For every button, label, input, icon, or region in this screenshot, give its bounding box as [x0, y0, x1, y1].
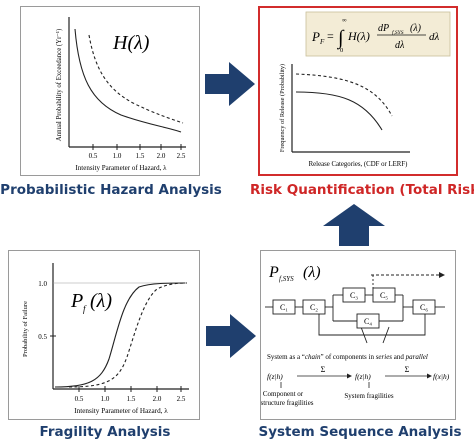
system-label-system: System fragilities [344, 392, 393, 400]
hazard-formula: H(λ) [112, 32, 150, 54]
risk-formula-upper: ∞ [342, 17, 347, 24]
arrow-right-icon [206, 314, 256, 358]
fragility-panel: 1.0 0.5 0.5 1.0 1.5 2.0 2.5 Intensity Pa… [8, 250, 200, 420]
fragility-curve-solid [54, 282, 186, 388]
risk-formula-lhs: P [311, 29, 320, 44]
system-formula-arg: (λ) [303, 264, 321, 281]
risk-formula-den: dλ [395, 40, 405, 51]
fragility-tick-label: 0.5 [75, 395, 84, 403]
component-box-c3 [342, 287, 366, 303]
component-box-c1 [272, 299, 296, 315]
fragility-tick-label: 2.0 [153, 395, 162, 403]
hazard-tick-label: 1.5 [136, 152, 145, 160]
component-label: C₅ [380, 291, 388, 300]
risk-curve-solid [295, 91, 383, 131]
fragility-curve-dashed [68, 282, 188, 388]
risk-curve-dashed [295, 73, 393, 117]
risk-formula-lower: 0 [340, 47, 343, 54]
fragility-plot: 1.0 0.5 0.5 1.0 1.5 2.0 2.5 Intensity Pa… [22, 263, 189, 415]
risk-panel: P F = ∫ ∞ 0 H(λ) dP f,SYS (λ) dλ dλ Freq… [258, 6, 458, 176]
component-label: C₄ [364, 317, 372, 326]
sum-icon: Σ [405, 365, 410, 374]
fragility-y-label: Probability of Failure [22, 301, 29, 357]
system-caption: System Sequence Analysis [258, 424, 462, 440]
risk-plot: P F = ∫ ∞ 0 H(λ) dP f,SYS (λ) dλ dλ Freq… [279, 11, 451, 168]
hazard-tick-label: 1.0 [113, 152, 122, 160]
risk-formula-num-arg: (λ) [410, 23, 422, 34]
risk-formula-tail: dλ [429, 31, 440, 43]
system-wire [382, 326, 390, 344]
fragility-formula-sub: f [83, 304, 87, 314]
hazard-curve-dashed [88, 34, 184, 124]
hazard-x-label: Intensity Parameter of Hazard, λ [75, 164, 167, 172]
hazard-caption: Probabilistic Hazard Analysis [0, 182, 222, 198]
risk-formula-h: H(λ) [347, 29, 370, 43]
system-label-component-2: structure fragilities [261, 399, 314, 407]
risk-formula-num: dP [378, 23, 389, 34]
system-eq-left: f(z|h) [267, 372, 283, 381]
component-box-c5 [372, 287, 396, 303]
fragility-formula-arg: (λ) [90, 290, 112, 312]
fragility-y-tick-label: 0.5 [38, 333, 47, 341]
component-box-c2 [302, 299, 326, 315]
system-formula: P [268, 264, 279, 281]
component-label: C₆ [420, 303, 428, 312]
risk-formula-eq: = [327, 29, 334, 43]
sum-icon: Σ [321, 365, 326, 374]
system-panel: P f,SYS (λ) C₁ C₂ C₃ C₅ C₄ C [260, 250, 456, 420]
fragility-tick-label: 1.5 [127, 395, 136, 403]
component-box-c6 [412, 299, 436, 315]
system-output-arrow-icon [439, 272, 445, 278]
fragility-tick-label: 1.0 [101, 395, 110, 403]
system-eq-right: f(x|h) [433, 372, 450, 381]
risk-formula-num-sub: f,SYS [392, 29, 404, 36]
hazard-tick-label: 2.0 [157, 152, 166, 160]
fragility-y-tick-label: 1.0 [38, 280, 47, 288]
system-description: System as a “chain” of components in ser… [267, 353, 428, 361]
system-bypass-loop [318, 307, 426, 336]
risk-x-label: Release Categories, (CDF or LERF) [309, 161, 408, 168]
hazard-plot: 0.5 1.0 1.5 2.0 2.5 Intensity Parameter … [56, 17, 186, 172]
system-eq-mid: f(z|h) [355, 372, 371, 381]
arrow-right-icon [205, 62, 255, 106]
fragility-x-label: Intensity Parameter of Hazard, λ [74, 407, 168, 415]
system-wire [360, 326, 368, 344]
system-label-component: Component or [263, 390, 304, 398]
component-label: C₂ [310, 303, 318, 312]
system-formula-sub: f,SYS [279, 275, 294, 283]
component-box-c4 [356, 313, 380, 329]
component-label: C₁ [280, 303, 288, 312]
hazard-curve-solid [74, 28, 182, 133]
system-flow-arrow-icon [347, 373, 352, 379]
hazard-tick-label: 0.5 [89, 152, 98, 160]
risk-caption: Risk Quantification (Total Risk) [250, 182, 474, 198]
component-label: C₃ [350, 291, 358, 300]
system-diagram: P f,SYS (λ) C₁ C₂ C₃ C₅ C₄ C [260, 264, 450, 407]
hazard-y-label: Annual Probability of Exceedance (Yr⁻¹) [56, 29, 63, 141]
risk-formula-box [305, 11, 451, 57]
hazard-panel: 0.5 1.0 1.5 2.0 2.5 Intensity Parameter … [20, 6, 200, 176]
risk-y-label: Frequency of Release (Probability) [279, 64, 286, 152]
fragility-tick-label: 2.5 [177, 395, 186, 403]
risk-formula-lhs-sub: F [319, 38, 325, 46]
fragility-formula: P [70, 290, 83, 312]
arrow-up-icon [323, 204, 385, 246]
hazard-tick-label: 2.5 [177, 152, 186, 160]
system-flow-arrow-icon [427, 373, 432, 379]
risk-integral-icon: ∫ [336, 27, 345, 50]
fragility-caption: Fragility Analysis [39, 424, 171, 440]
